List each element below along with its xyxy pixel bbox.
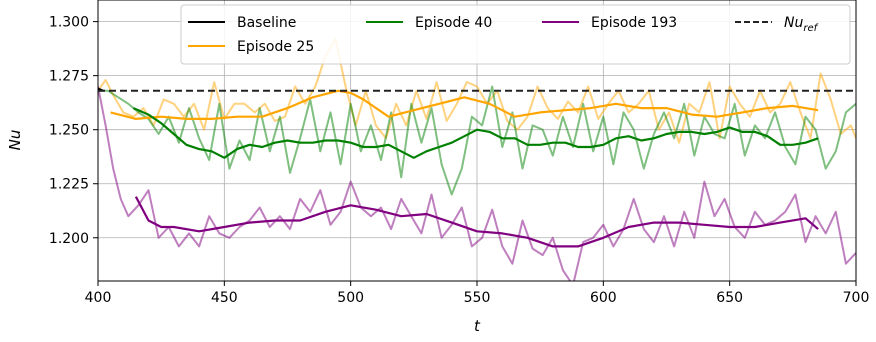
legend-label-subscript: ref	[803, 23, 818, 34]
legend-label: Episode 25	[237, 39, 314, 55]
y-axis-label: Nu	[6, 130, 24, 151]
y-tick-label: 1.250	[49, 123, 89, 139]
x-tick-label: 700	[843, 290, 870, 306]
legend-label: Episode 193	[591, 15, 677, 31]
x-tick-label: 400	[85, 290, 112, 306]
ticks: 400 450 500 550 600 650 700 1.200 1.225 1.250 1.27…	[49, 15, 869, 306]
legend-label: Episode 40	[415, 15, 492, 31]
legend-label: Baseline	[237, 15, 296, 31]
x-tick-label: 450	[211, 290, 238, 306]
legend-box	[180, 4, 851, 65]
series-layer	[98, 37, 856, 281]
episode-193-smoothed-line	[134, 196, 819, 248]
x-tick-label: 600	[590, 290, 617, 306]
x-tick-label: 550	[464, 290, 491, 306]
y-tick-label: 1.200	[49, 231, 89, 247]
episode-25-raw-line	[98, 37, 856, 144]
y-tick-label: 1.225	[49, 177, 89, 193]
x-axis-label: t	[474, 317, 481, 335]
episode-40-smoothed-line	[132, 107, 819, 159]
episode-40-raw-line	[98, 85, 856, 196]
y-tick-label: 1.275	[49, 69, 89, 85]
episode-25-smoothed-line	[110, 89, 819, 121]
y-tick-label: 1.300	[49, 15, 89, 31]
x-tick-label: 500	[337, 290, 364, 306]
x-tick-label: 650	[716, 290, 743, 306]
